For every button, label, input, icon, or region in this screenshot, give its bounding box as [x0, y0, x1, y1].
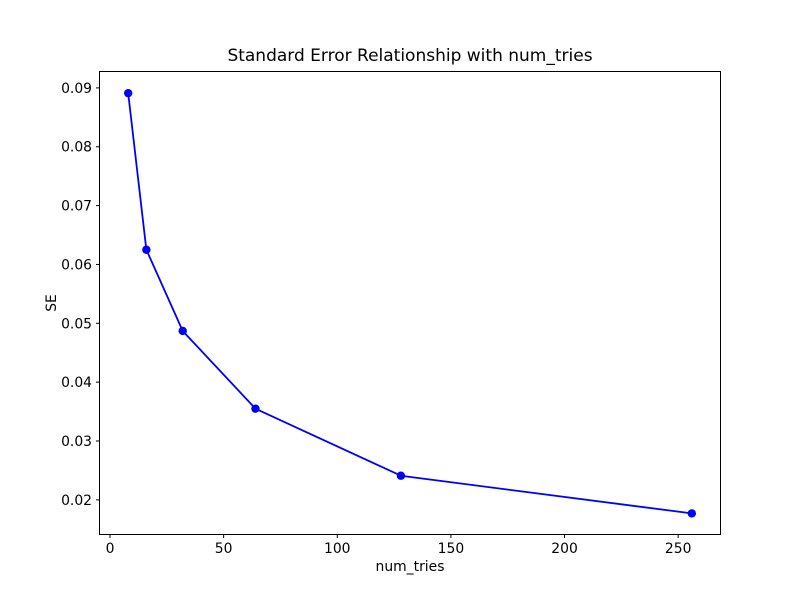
x-tick-label: 150 — [438, 541, 465, 557]
y-tick-label: 0.09 — [61, 81, 92, 97]
series-line — [127, 93, 692, 515]
data-point-marker — [251, 404, 260, 413]
x-tick-label: 200 — [551, 541, 578, 557]
y-tick-label: 0.05 — [61, 316, 92, 332]
y-tick-label: 0.04 — [61, 375, 92, 391]
data-point-marker — [123, 88, 133, 98]
y-tick-label: 0.03 — [61, 434, 92, 450]
x-tick-label: 250 — [665, 541, 692, 557]
y-axis-label: SE — [44, 294, 60, 312]
x-tick-label: 100 — [324, 541, 351, 557]
y-tick-label: 0.07 — [61, 199, 92, 215]
data-point-marker — [687, 509, 697, 518]
data-point-marker — [142, 245, 151, 254]
x-axis-label: num_tries — [375, 559, 445, 575]
plot-area: 0 50 100 150 200 250 0.02 0.03 0.04 0.05 0.06 0.07 0… — [61, 71, 721, 557]
line-chart: 0 50 100 150 200 250 0.02 0.03 0.04 0.05 0.06 0.07 0… — [61, 81, 697, 557]
data-point-marker — [178, 326, 187, 336]
y-tick-label: 0.08 — [61, 140, 92, 156]
y-tick-label: 0.02 — [61, 493, 92, 509]
chart-title: Standard Error Relationship with num_tri… — [227, 46, 593, 66]
y-tick-label: 0.06 — [61, 257, 92, 273]
x-tick-label: 50 — [215, 541, 233, 557]
x-tick-label: 0 — [106, 541, 115, 557]
data-point-marker — [396, 471, 406, 480]
